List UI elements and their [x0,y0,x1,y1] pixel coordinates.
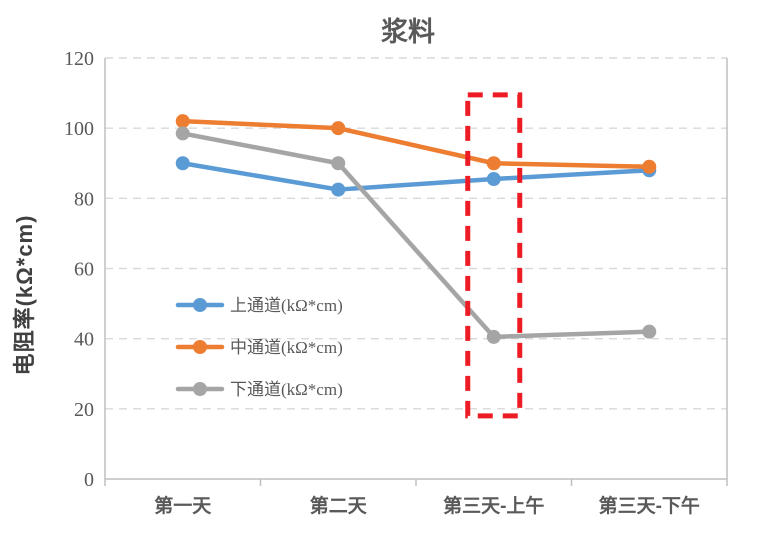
series-marker [331,182,346,197]
legend-label: 中通道(kΩ*cm) [230,338,343,357]
legend: 上通道(kΩ*cm) 中通道(kΩ*cm) 下通道(kΩ*cm) [175,296,343,399]
series-marker [331,156,346,171]
y-tick-label: 120 [64,48,94,70]
series-line [180,131,652,340]
series-marker [175,126,190,141]
series-marker [486,156,501,171]
y-tick-label: 60 [74,259,94,281]
axis-label-layer: 0 20 40 60 80 100 120 第一天 第二天 第三天-上午 第三天-下午 [64,48,700,517]
y-tick-label: 0 [84,469,94,491]
series-marker [486,329,501,344]
series-marker [175,156,190,171]
x-category-label: 第三天-上午 [443,494,544,517]
x-category-label: 第三天-下午 [599,494,700,517]
annotation-layer [465,92,523,419]
legend-item: 中通道(kΩ*cm) [175,338,343,357]
series-line [180,118,652,170]
series-marker [642,159,657,174]
series-marker [175,114,190,129]
legend-label: 上通道(kΩ*cm) [230,296,343,315]
series-marker [486,172,501,187]
legend-swatch-marker [193,340,207,354]
legend-label: 下通道(kΩ*cm) [230,380,343,399]
axis-layer [104,58,728,486]
x-category-label: 第一天 [154,494,212,517]
legend-swatch-marker [193,382,207,396]
y-tick-label: 100 [64,118,94,140]
legend-item: 上通道(kΩ*cm) [175,296,343,315]
y-axis-title: 电阻率(kΩ*cm) [12,215,37,376]
y-tick-label: 20 [74,399,94,421]
highlight-rect [465,92,523,419]
series-layer [175,114,657,344]
legend-item: 下通道(kΩ*cm) [175,380,343,399]
y-tick-label: 40 [74,329,94,351]
legend-swatch-marker [193,298,207,312]
chart-title: 浆料 [381,16,435,47]
series-line [180,161,652,192]
grid-layer [105,57,727,410]
series-marker [642,324,657,339]
y-tick-label: 80 [74,188,94,210]
series-marker [331,121,346,136]
x-category-label: 第二天 [310,494,368,517]
